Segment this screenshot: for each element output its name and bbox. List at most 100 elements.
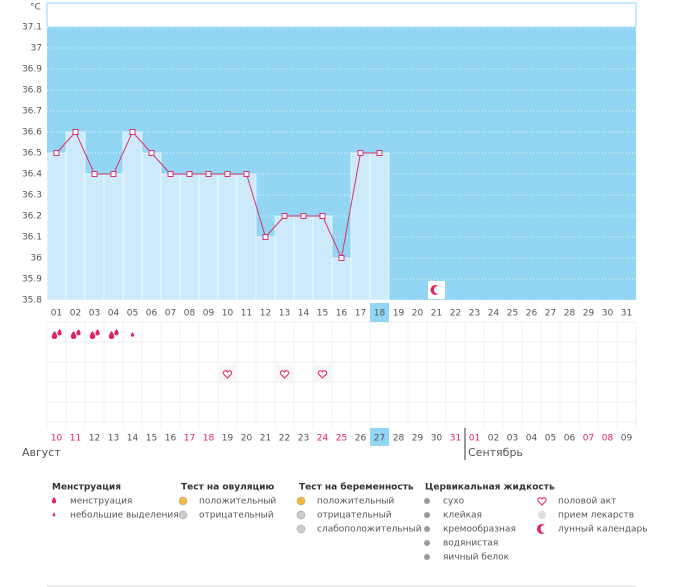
- date-label: 26: [355, 434, 367, 444]
- x-tick-label: 02: [70, 309, 81, 319]
- legend-item: кремообразная: [443, 525, 516, 535]
- legend-item: менструация: [70, 497, 132, 507]
- unit-label: °C: [30, 3, 41, 13]
- date-label: 05: [545, 434, 556, 444]
- date-label: 28: [393, 434, 405, 444]
- y-tick-label: 35.8: [22, 296, 42, 306]
- x-tick-label: 12: [260, 309, 271, 319]
- legend-icon: [424, 512, 430, 518]
- bar: [46, 152, 67, 301]
- date-label: 27: [374, 434, 385, 444]
- y-tick-label: 36.3: [22, 191, 42, 201]
- y-tick-label: 36.5: [22, 149, 42, 159]
- legend-title: Цервикальная жидкость: [425, 483, 555, 493]
- x-tick-label: 01: [51, 309, 62, 319]
- date-label: 29: [412, 434, 424, 444]
- bar: [236, 173, 257, 301]
- date-label: 12: [89, 434, 100, 444]
- menstruation-icon: [108, 331, 115, 339]
- x-tick-label: 28: [564, 309, 576, 319]
- point: [319, 213, 326, 219]
- legend-item: отрицательный: [199, 511, 274, 521]
- date-label: 31: [450, 434, 461, 444]
- x-tick-label: 03: [89, 309, 100, 319]
- bar: [122, 131, 143, 301]
- date-label: 19: [222, 434, 234, 444]
- bar: [65, 131, 86, 301]
- legend-icon: [538, 511, 546, 519]
- y-tick-label: 36.1: [22, 233, 42, 243]
- bar: [312, 215, 333, 301]
- bar: [217, 173, 238, 301]
- legend-title: Тест на беременность: [299, 482, 414, 493]
- date-label: 01: [469, 434, 480, 444]
- date-label: 22: [279, 434, 290, 444]
- y-tick-label: 36.8: [22, 86, 42, 96]
- y-tick-label: 36.7: [22, 107, 42, 117]
- date-label: 11: [70, 434, 81, 444]
- point: [186, 171, 193, 177]
- x-tick-label: 19: [393, 309, 405, 319]
- date-label: 14: [127, 434, 139, 444]
- point: [129, 129, 136, 135]
- bar: [255, 236, 276, 301]
- legend-icon: [51, 497, 57, 504]
- y-tick-label: 37: [31, 44, 42, 54]
- y-tick-label: 36.4: [22, 170, 42, 180]
- legend-icon: [296, 510, 306, 520]
- legend-icon: [296, 524, 306, 534]
- x-tick-label: 23: [469, 309, 480, 319]
- x-tick-label: 14: [298, 309, 310, 319]
- x-tick-label: 10: [222, 309, 234, 319]
- x-tick-label: 04: [108, 309, 120, 319]
- x-tick-label: 27: [545, 309, 556, 319]
- legend-item: яичный белок: [443, 553, 510, 563]
- legend-item: отрицательный: [317, 511, 392, 521]
- x-tick-label: 16: [336, 309, 348, 319]
- point: [148, 150, 155, 156]
- y-tick-label: 36.9: [22, 65, 42, 75]
- legend-icon: [424, 540, 430, 546]
- x-tick-label: 31: [621, 309, 632, 319]
- event-cell: [276, 365, 293, 383]
- point: [110, 171, 117, 177]
- legend-item: лунный календарь: [558, 525, 648, 535]
- bar: [141, 152, 162, 301]
- x-tick-label: 18: [374, 309, 386, 319]
- bar: [369, 152, 390, 301]
- x-tick-label: 24: [488, 309, 500, 319]
- legend-icon: [178, 510, 188, 520]
- legend-item: сухо: [443, 497, 465, 507]
- bar: [160, 173, 181, 301]
- date-label: 02: [488, 434, 499, 444]
- legend-title: Менструация: [52, 483, 121, 493]
- moon-icon: [434, 286, 442, 294]
- x-tick-label: 07: [165, 309, 176, 319]
- highlight-cell: [370, 428, 389, 446]
- date-label: 10: [51, 434, 63, 444]
- x-tick-label: 05: [127, 309, 138, 319]
- bar: [84, 173, 105, 301]
- x-tick-label: 30: [602, 309, 614, 319]
- y-tick-label: 37.1: [22, 23, 42, 33]
- menstruation-icon: [76, 329, 81, 336]
- point: [53, 150, 60, 156]
- point: [91, 171, 98, 177]
- menstruation-icon: [70, 331, 77, 339]
- legend-icon: [424, 526, 430, 532]
- date-label: 15: [146, 434, 157, 444]
- date-label: 17: [184, 434, 195, 444]
- point: [224, 171, 231, 177]
- legend-item: водянистая: [443, 539, 498, 549]
- legend-item: слабоположительный: [317, 525, 422, 535]
- menstruation-icon: [95, 329, 100, 336]
- x-tick-label: 06: [146, 309, 158, 319]
- point: [262, 234, 269, 240]
- point: [167, 171, 174, 177]
- bar: [179, 173, 200, 301]
- point: [281, 213, 288, 219]
- x-tick-label: 11: [241, 309, 252, 319]
- date-label: 24: [317, 434, 329, 444]
- month-label: Август: [22, 446, 61, 459]
- x-tick-label: 21: [431, 309, 442, 319]
